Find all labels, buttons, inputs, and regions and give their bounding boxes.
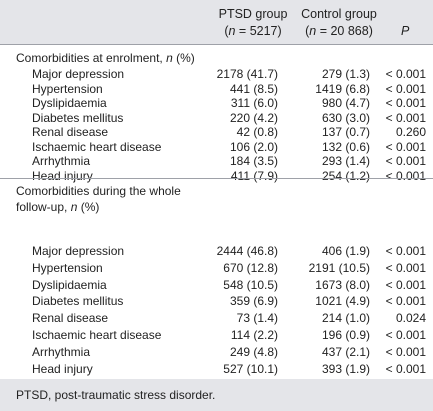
- header-p-value: P: [401, 24, 410, 38]
- header-ptsd-n: (n = 5217): [224, 24, 282, 38]
- row-p-value: 0.260: [395, 125, 426, 139]
- row-label: Major depression: [32, 244, 125, 258]
- table-header-band: [0, 0, 433, 44]
- row-p-value: 0.024: [395, 311, 426, 326]
- row-ptsd-value: 2444 (46.8): [216, 244, 278, 258]
- row-p-value: < 0.001: [385, 244, 426, 258]
- row-p-value: < 0.001: [385, 328, 426, 342]
- row-control-value: 293 (1.4): [321, 154, 370, 168]
- row-ptsd-value: 106 (2.0): [229, 139, 278, 154]
- row-label: Renal disease: [32, 311, 109, 326]
- row-p-value: < 0.001: [385, 361, 426, 376]
- row-label: Hypertension: [32, 81, 103, 96]
- row-control-value: 437 (2.1): [321, 344, 370, 359]
- row-label: Ischaemic heart disease: [32, 328, 162, 342]
- row-control-value: 630 (3.0): [321, 110, 370, 125]
- row-label: Ischaemic heart disease: [32, 139, 162, 154]
- header-ptsd-group: PTSD group: [218, 7, 288, 21]
- row-control-value: 1021 (4.9): [315, 294, 370, 309]
- row-ptsd-value: 184 (3.5): [229, 154, 278, 168]
- row-ptsd-value: 411 (7.9): [230, 168, 278, 183]
- row-p-value: < 0.001: [385, 277, 426, 292]
- row-ptsd-value: 220 (4.2): [229, 110, 278, 125]
- row-control-value: 393 (1.9): [321, 361, 370, 376]
- row-p-value: < 0.001: [385, 110, 426, 125]
- row-label: Dyslipidaemia: [32, 277, 107, 292]
- row-ptsd-value: 548 (10.5): [223, 277, 278, 292]
- section2-title-line2: follow-up, n (%): [16, 200, 100, 214]
- row-control-value: 254 (1.2): [321, 168, 370, 183]
- row-control-value: 196 (0.9): [321, 328, 370, 342]
- row-p-value: < 0.001: [385, 344, 426, 359]
- row-label: Dyslipidaemia: [32, 96, 107, 110]
- row-control-value: 980 (4.7): [321, 96, 370, 110]
- row-ptsd-value: 73 (1.4): [236, 311, 278, 326]
- row-control-value: 279 (1.3): [321, 67, 370, 81]
- row-p-value: < 0.001: [385, 260, 426, 275]
- row-label: Hypertension: [32, 260, 103, 275]
- row-ptsd-value: 527 (10.1): [223, 361, 278, 376]
- row-label: Diabetes mellitus: [32, 110, 124, 125]
- row-control-value: 1419 (6.8): [315, 81, 370, 96]
- row-label: Arrhythmia: [32, 344, 91, 359]
- row-p-value: < 0.001: [385, 139, 426, 154]
- row-p-value: < 0.001: [385, 81, 426, 96]
- row-ptsd-value: 42 (0.8): [236, 125, 278, 139]
- row-label: Arrhythmia: [32, 154, 91, 168]
- row-label: Diabetes mellitus: [32, 294, 124, 309]
- row-p-value: < 0.001: [385, 67, 426, 81]
- footnote-band: [0, 379, 433, 411]
- row-ptsd-value: 670 (12.8): [223, 260, 278, 275]
- row-label: Renal disease: [32, 125, 109, 139]
- row-p-value: < 0.001: [385, 154, 426, 168]
- header-control-n: (n = 20 868): [305, 24, 373, 38]
- row-ptsd-value: 249 (4.8): [229, 344, 278, 359]
- row-label: Head injury: [32, 361, 93, 376]
- row-label: Major depression: [32, 67, 125, 81]
- row-p-value: < 0.001: [385, 96, 426, 110]
- row-p-value: < 0.001: [385, 168, 426, 183]
- row-ptsd-value: 359 (6.9): [229, 294, 278, 309]
- header-control-group: Control group: [301, 7, 377, 21]
- section2-title-line1: Comorbidities during the whole: [16, 184, 181, 198]
- section1-title: Comorbidities at enrolment, n (%): [16, 51, 195, 65]
- row-control-value: 1673 (8.0): [315, 277, 370, 292]
- row-ptsd-value: 2178 (41.7): [216, 67, 278, 81]
- footnote: PTSD, post-traumatic stress disorder.: [16, 388, 216, 402]
- row-control-value: 137 (0.7): [321, 125, 370, 139]
- row-control-value: 2191 (10.5): [308, 260, 370, 275]
- row-control-value: 214 (1.0): [321, 311, 370, 326]
- header-rule: [0, 44, 433, 45]
- row-ptsd-value: 114 (2.2): [230, 328, 278, 342]
- row-p-value: < 0.001: [385, 294, 426, 309]
- row-control-value: 406 (1.9): [321, 244, 370, 258]
- row-ptsd-value: 311 (6.0): [230, 96, 278, 110]
- row-label: Head injury: [32, 168, 93, 183]
- row-ptsd-value: 441 (8.5): [229, 81, 278, 96]
- row-control-value: 132 (0.6): [321, 139, 370, 154]
- section-divider: [0, 178, 433, 179]
